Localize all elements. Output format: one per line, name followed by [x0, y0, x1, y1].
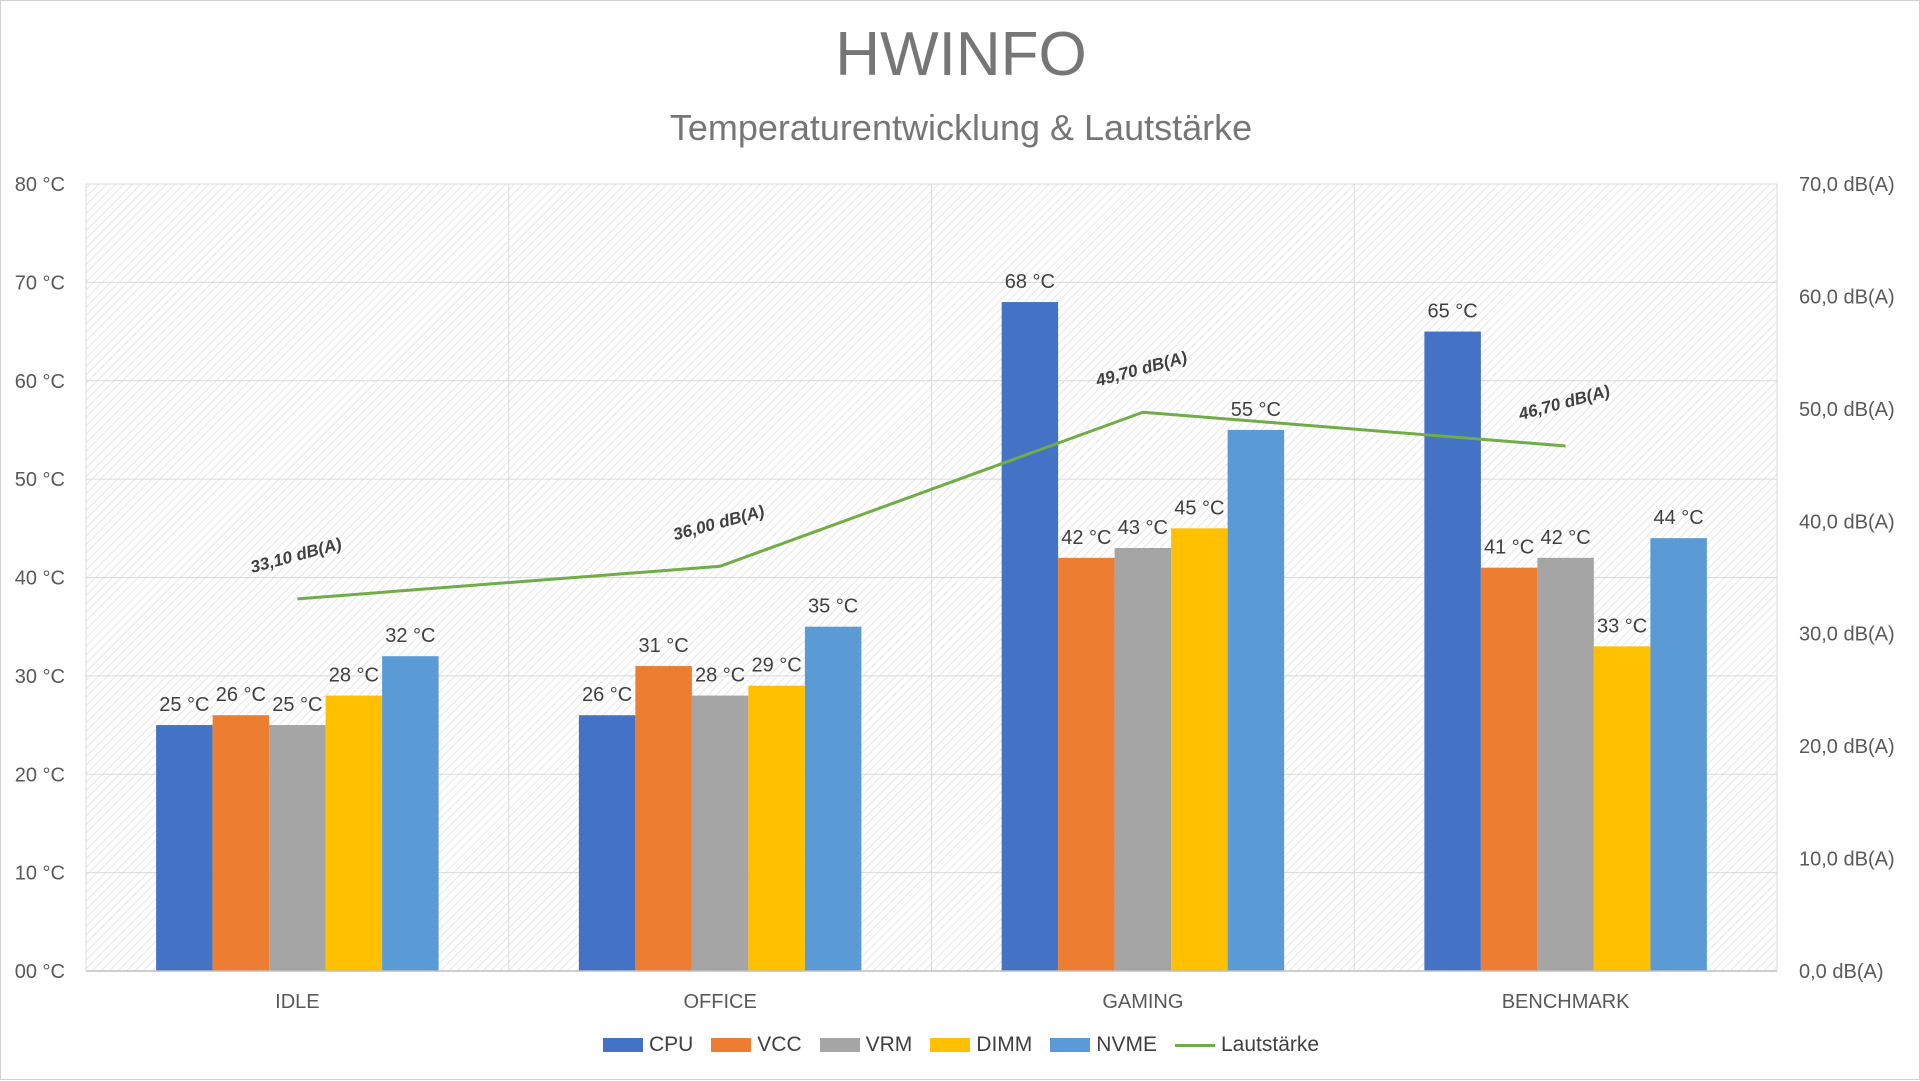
bar-cpu — [1002, 302, 1059, 971]
legend-swatch — [1050, 1038, 1090, 1052]
bar-data-label: 45 °C — [1174, 497, 1224, 519]
y2-tick-label: 10,0 dB(A) — [1799, 849, 1895, 871]
legend-label: Lautstärke — [1221, 1033, 1319, 1057]
bar-data-label: 31 °C — [639, 635, 689, 657]
bar-data-label: 35 °C — [808, 596, 858, 618]
bar-data-label: 32 °C — [385, 625, 435, 647]
bar-data-label: 28 °C — [329, 665, 379, 687]
bar-nvme — [1228, 430, 1285, 971]
y-tick-label: 20 °C — [15, 764, 65, 786]
x-tick-label: OFFICE — [683, 991, 756, 1013]
y2-tick-label: 0,0 dB(A) — [1799, 961, 1883, 983]
x-tick-label: BENCHMARK — [1502, 991, 1630, 1013]
y-tick-label: 40 °C — [15, 568, 65, 590]
bar-vcc — [213, 715, 270, 971]
x-tick-label: GAMING — [1102, 991, 1183, 1013]
bar-vrm — [1115, 548, 1172, 971]
bar-vcc — [635, 666, 692, 971]
y-tick-label: 30 °C — [15, 666, 65, 688]
bar-data-label: 26 °C — [216, 684, 266, 706]
x-tick-label: IDLE — [275, 991, 319, 1013]
y2-tick-label: 20,0 dB(A) — [1799, 736, 1895, 758]
y-tick-label: 10 °C — [15, 863, 65, 885]
legend-label: NVME — [1096, 1033, 1157, 1057]
bar-data-label: 26 °C — [582, 684, 632, 706]
y-tick-label: 00 °C — [15, 961, 65, 983]
bar-dimm — [326, 696, 383, 971]
legend-line-swatch — [1175, 1044, 1215, 1047]
bar-data-label: 65 °C — [1428, 301, 1478, 323]
bar-data-label: 68 °C — [1005, 271, 1055, 293]
legend-item-vrm: VRM — [820, 1033, 913, 1057]
bar-vrm — [1537, 558, 1594, 971]
legend-label: VCC — [757, 1033, 801, 1057]
bar-vcc — [1481, 568, 1538, 971]
bar-cpu — [579, 715, 636, 971]
bar-cpu — [156, 725, 213, 971]
bar-nvme — [382, 656, 439, 971]
bar-dimm — [1171, 528, 1228, 971]
bar-vcc — [1058, 558, 1115, 971]
y2-tick-label: 50,0 dB(A) — [1799, 399, 1895, 421]
legend-swatch — [820, 1038, 860, 1052]
bar-data-label: 41 °C — [1484, 537, 1534, 559]
bar-data-label: 28 °C — [695, 665, 745, 687]
legend: CPU VCC VRM DIMM NVME Lautstärke — [1, 1033, 1920, 1057]
y-tick-label: 80 °C — [15, 174, 65, 196]
bar-cpu — [1424, 332, 1481, 971]
legend-item-lautstaerke: Lautstärke — [1175, 1033, 1319, 1057]
bar-data-label: 29 °C — [752, 655, 802, 677]
bar-dimm — [1594, 646, 1651, 971]
bar-data-label: 25 °C — [272, 694, 322, 716]
y-tick-label: 60 °C — [15, 371, 65, 393]
legend-swatch — [711, 1038, 751, 1052]
bar-data-label: 43 °C — [1118, 517, 1168, 539]
bar-dimm — [748, 686, 805, 971]
bar-data-label: 55 °C — [1231, 399, 1281, 421]
bar-nvme — [805, 627, 862, 971]
y-tick-label: 70 °C — [15, 272, 65, 294]
legend-swatch — [603, 1038, 643, 1052]
bar-data-label: 25 °C — [159, 694, 209, 716]
y2-tick-label: 40,0 dB(A) — [1799, 511, 1895, 533]
y2-tick-label: 70,0 dB(A) — [1799, 174, 1895, 196]
legend-label: DIMM — [976, 1033, 1032, 1057]
y2-tick-label: 30,0 dB(A) — [1799, 624, 1895, 646]
bar-data-label: 42 °C — [1541, 527, 1591, 549]
legend-item-vcc: VCC — [711, 1033, 801, 1057]
bar-vrm — [692, 696, 749, 971]
bar-vrm — [269, 725, 326, 971]
bar-nvme — [1650, 538, 1707, 971]
bar-data-label: 33 °C — [1597, 615, 1647, 637]
legend-item-dimm: DIMM — [930, 1033, 1032, 1057]
bar-data-label: 42 °C — [1061, 527, 1111, 549]
bar-data-label: 44 °C — [1654, 507, 1704, 529]
legend-label: VRM — [866, 1033, 913, 1057]
y-tick-label: 50 °C — [15, 469, 65, 491]
legend-label: CPU — [649, 1033, 693, 1057]
legend-item-cpu: CPU — [603, 1033, 693, 1057]
legend-swatch — [930, 1038, 970, 1052]
legend-item-nvme: NVME — [1050, 1033, 1157, 1057]
y2-tick-label: 60,0 dB(A) — [1799, 286, 1895, 308]
